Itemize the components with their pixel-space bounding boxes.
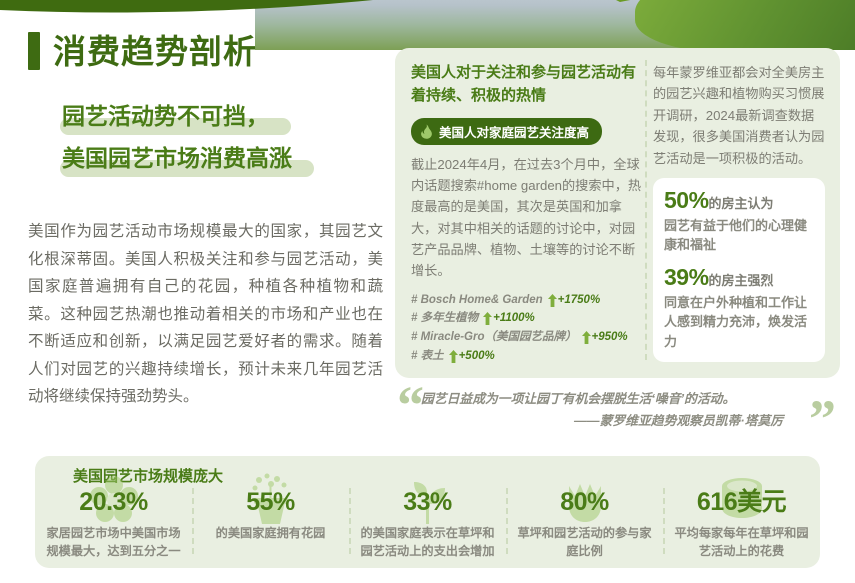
list-item: # Bosch Home& Garden +1750% — [411, 291, 643, 310]
tag-value: +500% — [458, 349, 495, 362]
stat-description: 园艺有益于他们的心理健康和福祉 — [664, 217, 808, 253]
pull-quote: “ ” 园艺日益成为一项让园丁有机会摆脱生活‘噪音’的活动。 ——蒙罗维亚趋势观… — [395, 378, 840, 449]
quote-open-mark: “ — [397, 375, 424, 435]
market-stat-4: 80% 草坪和园艺活动的参与家庭比例 — [506, 480, 663, 566]
card-title: 美国人对于关注和参与园艺活动有着持续、积极的热情 — [411, 64, 637, 104]
card-paragraph: 截止2024年4月，在过去3个月中，全球内话题搜索#home garden的搜索… — [411, 156, 642, 279]
insight-card: 美国人对于关注和参与园艺活动有着持续、积极的热情 美国人对家庭园艺关注度高 截止… — [395, 48, 840, 378]
page-title: 消费趋势剖析 — [53, 32, 257, 70]
body-paragraph: 美国作为园艺活动市场规模最大的国家，其园艺文化根深蒂固。美国人积极关注和参与园艺… — [28, 223, 383, 406]
list-item: # 表土 +500% — [411, 347, 643, 366]
stat-number: 80% — [560, 488, 609, 516]
card-right-column: 每年蒙罗维亚都会对全美房主的园艺兴趣和植物购买习惯展开调研，2024最新调查数据… — [653, 62, 825, 363]
stat-description: 的美国家庭拥有花园 — [215, 526, 326, 540]
sprout-icon — [413, 482, 445, 524]
quote-attribution: ——蒙罗维亚趋势观察员凯蒂·塔莫厉 — [573, 412, 783, 428]
subtitle-block: 园艺活动势不可挡， 美国园艺市场消费高涨 — [60, 104, 400, 188]
survey-stats-box: 50%的房主认为 园艺有益于他们的心理健康和福祉 39%的房主强烈 同意在户外种… — [653, 177, 825, 363]
tag-value: +1750% — [557, 293, 601, 306]
stat-number: 50% — [664, 186, 709, 213]
potted-plant-icon — [252, 473, 288, 524]
top-banner — [0, 0, 855, 50]
stat-number: 39% — [664, 263, 709, 290]
tag-name: # 多年生植物 — [411, 312, 479, 325]
subtitle-line-1: 园艺活动势不可挡， — [60, 104, 291, 135]
card-divider — [645, 60, 647, 360]
flower-icon — [89, 476, 138, 522]
arrow-up-icon — [483, 312, 493, 326]
subtitle-highlight — [60, 118, 291, 135]
market-stat-3: 33% 的美国家庭表示在草坪和园艺活动上的支出会增加 — [349, 480, 506, 566]
quote-text: 园艺日益成为一项让园丁有机会摆脱生活‘噪音’的活动。 — [421, 391, 736, 406]
pot-icon — [721, 478, 762, 518]
survey-stat: 39%的房主强烈 同意在户外种植和工作让人感到精力充沛，焕发活力 — [664, 264, 814, 352]
subtitle-highlight — [60, 160, 314, 177]
arrow-up-icon — [581, 330, 591, 344]
stat-number: 55% — [246, 488, 295, 516]
flame-icon — [421, 124, 432, 139]
tag-name: # Miracle-Gro（美国园艺品牌） — [411, 331, 577, 344]
tag-value: +1100% — [493, 312, 535, 325]
stat-inline-text: 的房主强烈 — [708, 272, 774, 288]
page-title-row: 消费趋势剖析 — [28, 32, 257, 70]
arrow-up-icon — [448, 349, 458, 363]
badge-label: 美国人对家庭园艺关注度高 — [439, 125, 590, 140]
quote-body: 园艺日益成为一项让园丁有机会摆脱生活‘噪音’的活动。 ——蒙罗维亚趋势观察员凯蒂… — [421, 388, 821, 432]
subtitle-line-2: 美国园艺市场消费高涨 — [60, 146, 314, 177]
quote-close-mark: ” — [809, 389, 836, 449]
trending-tag-list: # Bosch Home& Garden +1750% # 多年生植物 +110… — [411, 291, 643, 366]
survey-stat: 50%的房主认为 园艺有益于他们的心理健康和福祉 — [664, 187, 814, 255]
market-size-bar: 美国园艺市场规模庞大 20.3% 家居园艺市场中美国市场规模最大，达到五分之一 — [35, 456, 820, 568]
market-stats-row: 20.3% 家居园艺市场中美国市场规模最大，达到五分之一 55% 的美国家庭拥有… — [35, 473, 820, 566]
title-accent-bar — [28, 32, 40, 70]
tag-value: +950% — [591, 331, 628, 344]
stat-description: 同意在户外种植和工作让人感到精力充沛，焕发活力 — [664, 294, 808, 349]
market-stat-2: 55% 的美国家庭拥有花园 — [192, 473, 349, 566]
arrow-up-icon — [547, 293, 557, 307]
card-left-column: 美国人对于关注和参与园艺活动有着持续、积极的热情 美国人对家庭园艺关注度高 截止… — [411, 62, 643, 365]
list-item: # 多年生植物 +1100% — [411, 309, 643, 328]
tag-name: # 表土 — [411, 349, 444, 362]
list-item: # Miracle-Gro（美国园艺品牌） +950% — [411, 328, 643, 347]
market-stat-5: 616美元 平均每家每年在草坪和园艺活动上的花费 — [663, 478, 820, 566]
stat-description: 的美国家庭表示在草坪和园艺活动上的支出会增加 — [360, 526, 495, 559]
attention-badge: 美国人对家庭园艺关注度高 — [411, 117, 603, 145]
stat-description: 平均每家每年在草坪和园艺活动上的花费 — [674, 526, 809, 559]
stat-number: 33% — [403, 488, 452, 516]
tulip-icon — [568, 484, 601, 522]
market-stat-1: 20.3% 家居园艺市场中美国市场规模最大，达到五分之一 — [35, 476, 192, 566]
survey-paragraph: 每年蒙罗维亚都会对全美房主的园艺兴趣和植物购买习惯展开调研，2024最新调查数据… — [653, 65, 825, 166]
stat-description: 家居园艺市场中美国市场规模最大，达到五分之一 — [46, 526, 181, 559]
stat-inline-text: 的房主认为 — [708, 195, 774, 211]
banner-green-swoosh — [0, 0, 631, 13]
stat-number: 20.3% — [79, 488, 148, 516]
stat-number: 616美元 — [696, 488, 787, 516]
banner-photo — [255, 0, 855, 50]
tag-name: # Bosch Home& Garden — [411, 293, 543, 306]
stat-description: 草坪和园艺活动的参与家庭比例 — [517, 526, 652, 559]
